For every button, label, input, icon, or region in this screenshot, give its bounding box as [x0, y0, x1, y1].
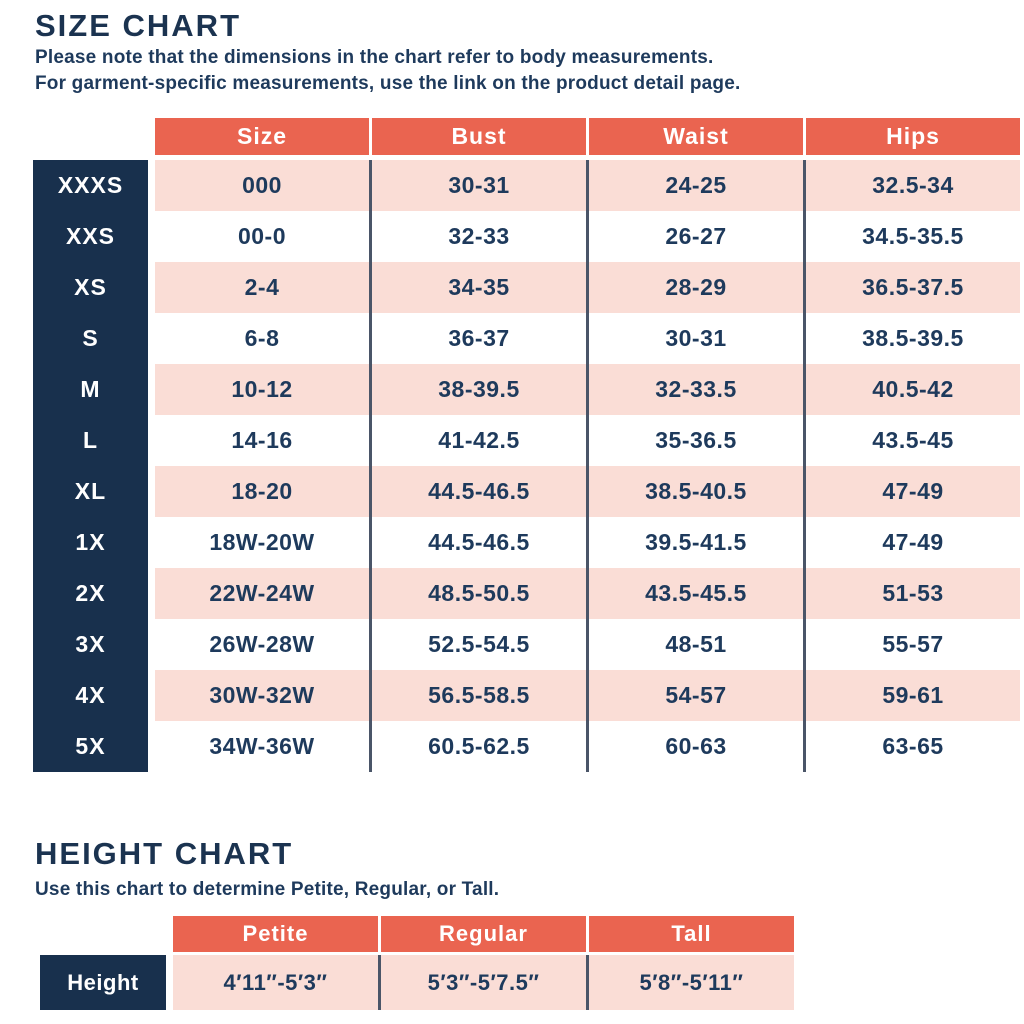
column-header-regular: Regular: [381, 916, 586, 952]
cell-size: 14-16: [155, 415, 369, 466]
height-table-header-row: Petite Regular Tall: [173, 916, 794, 952]
column-header-petite: Petite: [173, 916, 378, 952]
cell-waist: 30-31: [589, 313, 803, 364]
column-header-hips: Hips: [806, 118, 1020, 155]
height-chart-note: Use this chart to determine Petite, Regu…: [35, 879, 500, 900]
cell-size: 26W-28W: [155, 619, 369, 670]
row-label: 4X: [75, 682, 106, 708]
cell-bust: 38-39.5: [372, 364, 586, 415]
row-label: XL: [74, 478, 107, 504]
column-header-waist: Waist: [589, 118, 803, 155]
cell-waist: 60-63: [589, 721, 803, 772]
cell-hips: 51-53: [806, 568, 1020, 619]
row-label: 2X: [75, 580, 106, 606]
row-label: 1X: [75, 529, 106, 555]
size-chart-note-line2: For garment-specific measurements, use t…: [35, 73, 741, 94]
cell-waist: 48-51: [589, 619, 803, 670]
cell-hips: 63-65: [806, 721, 1020, 772]
cell-tall-height: 5′8″-5′11″: [589, 955, 794, 1010]
height-table-body: Height 4′11″-5′3″ 5′3″-5′7.5″ 5′8″-5′11″: [40, 955, 794, 1010]
cell-waist: 35-36.5: [589, 415, 803, 466]
row-label-height: Height: [40, 955, 166, 1010]
cell-hips: 32.5-34: [806, 160, 1020, 211]
cell-hips: 47-49: [806, 466, 1020, 517]
row-label: 3X: [75, 631, 106, 657]
cell-size: 18-20: [155, 466, 369, 517]
cell-petite-height: 4′11″-5′3″: [173, 955, 378, 1010]
cell-hips: 55-57: [806, 619, 1020, 670]
cell-waist: 54-57: [589, 670, 803, 721]
cell-size: 00-0: [155, 211, 369, 262]
size-table-body: XXXS XXS XS S M L XL 1X 2X 3X 4X 5X 000 …: [33, 160, 1020, 772]
cell-hips: 36.5-37.5: [806, 262, 1020, 313]
height-table-data-grid: 4′11″-5′3″ 5′3″-5′7.5″ 5′8″-5′11″: [173, 955, 794, 1010]
cell-hips: 59-61: [806, 670, 1020, 721]
cell-bust: 56.5-58.5: [372, 670, 586, 721]
height-chart-title: HEIGHT CHART: [35, 836, 294, 871]
cell-waist: 26-27: [589, 211, 803, 262]
cell-hips: 43.5-45: [806, 415, 1020, 466]
row-label: S: [82, 325, 99, 351]
height-row-label-wrap: Height: [40, 955, 166, 1010]
row-label: XXXS: [57, 172, 124, 198]
cell-regular-height: 5′3″-5′7.5″: [381, 955, 586, 1010]
cell-waist: 28-29: [589, 262, 803, 313]
row-label: XXS: [65, 223, 116, 249]
cell-bust: 60.5-62.5: [372, 721, 586, 772]
size-chart-title: SIZE CHART: [35, 8, 241, 43]
cell-bust: 52.5-54.5: [372, 619, 586, 670]
size-chart-note-line1: Please note that the dimensions in the c…: [35, 47, 714, 68]
cell-bust: 34-35: [372, 262, 586, 313]
row-label: M: [80, 376, 101, 402]
cell-size: 22W-24W: [155, 568, 369, 619]
cell-waist: 39.5-41.5: [589, 517, 803, 568]
cell-size: 10-12: [155, 364, 369, 415]
size-row-label-column: XXXS XXS XS S M L XL 1X 2X 3X 4X 5X: [33, 160, 148, 772]
cell-size: 6-8: [155, 313, 369, 364]
cell-bust: 48.5-50.5: [372, 568, 586, 619]
cell-hips: 38.5-39.5: [806, 313, 1020, 364]
size-table-header-row: Size Bust Waist Hips: [155, 118, 1020, 155]
cell-size: 34W-36W: [155, 721, 369, 772]
height-chart-table: Petite Regular Tall Height 4′11″-5′3″ 5′…: [40, 916, 794, 1010]
cell-bust: 30-31: [372, 160, 586, 211]
cell-waist: 38.5-40.5: [589, 466, 803, 517]
cell-bust: 44.5-46.5: [372, 466, 586, 517]
row-label: 5X: [75, 733, 106, 759]
size-table-data-grid: 000 30-31 24-25 32.5-34 00-0 32-33 26-27…: [155, 160, 1020, 772]
cell-size: 30W-32W: [155, 670, 369, 721]
column-header-tall: Tall: [589, 916, 794, 952]
row-label: L: [82, 427, 99, 453]
cell-size: 2-4: [155, 262, 369, 313]
cell-waist: 24-25: [589, 160, 803, 211]
cell-waist: 43.5-45.5: [589, 568, 803, 619]
cell-hips: 40.5-42: [806, 364, 1020, 415]
cell-size: 18W-20W: [155, 517, 369, 568]
row-label: XS: [74, 274, 107, 300]
cell-bust: 32-33: [372, 211, 586, 262]
cell-bust: 44.5-46.5: [372, 517, 586, 568]
cell-hips: 34.5-35.5: [806, 211, 1020, 262]
column-header-bust: Bust: [372, 118, 586, 155]
column-header-size: Size: [155, 118, 369, 155]
cell-hips: 47-49: [806, 517, 1020, 568]
cell-waist: 32-33.5: [589, 364, 803, 415]
cell-bust: 36-37: [372, 313, 586, 364]
cell-bust: 41-42.5: [372, 415, 586, 466]
cell-size: 000: [155, 160, 369, 211]
size-chart-table: Size Bust Waist Hips XXXS XXS XS S M L X…: [33, 118, 1020, 772]
